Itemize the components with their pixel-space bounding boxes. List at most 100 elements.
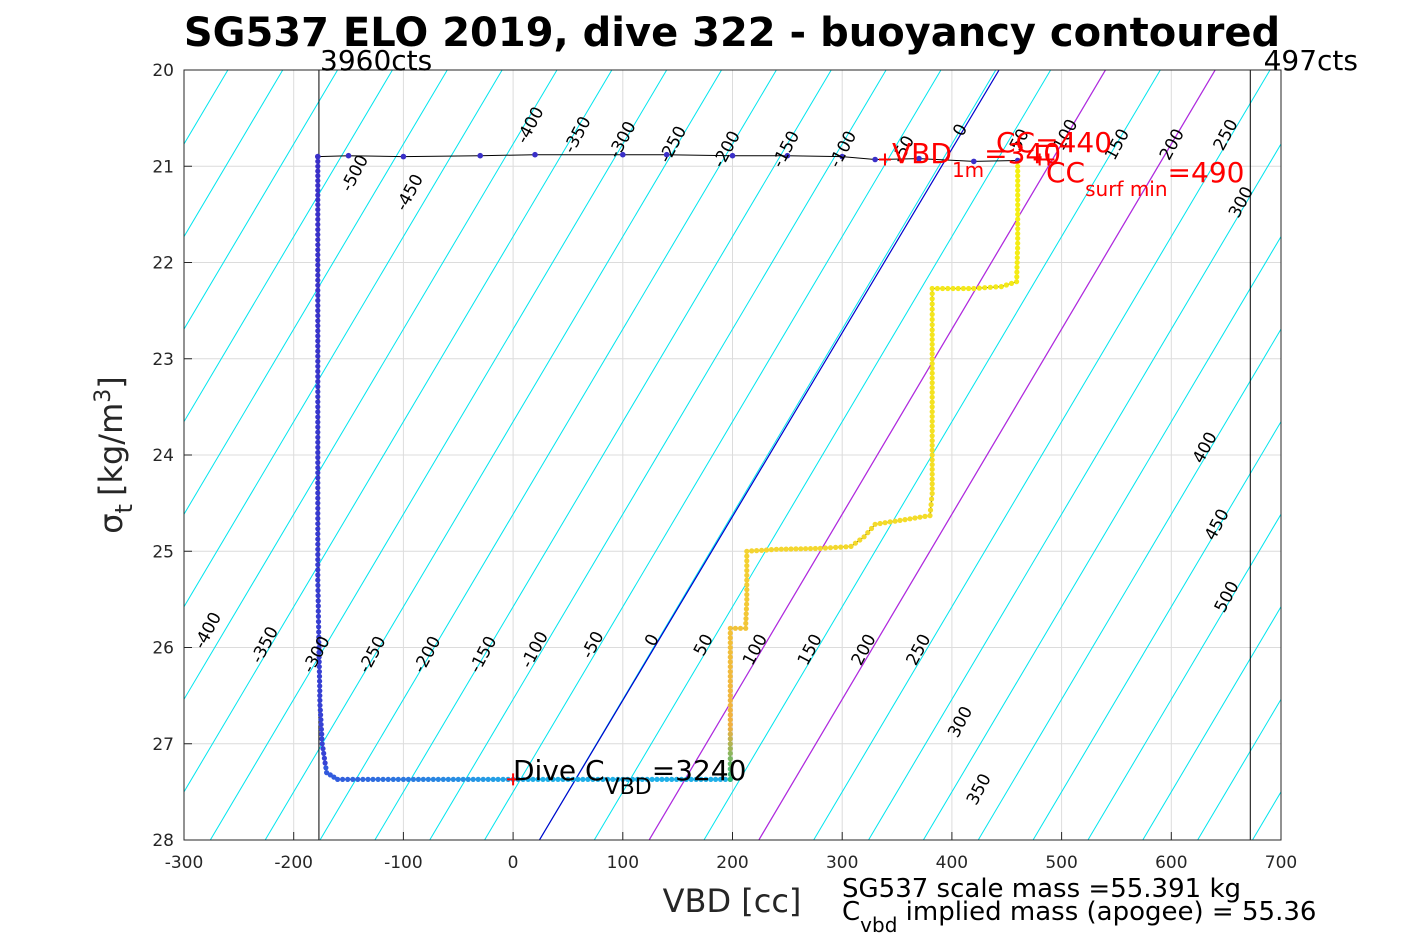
x-tick-label: 400 [936,853,968,873]
dive-point [315,394,321,400]
dive-point [615,776,621,783]
contour-line [319,70,777,840]
cc-surf-min-sub: surf min [1085,177,1167,201]
climb-point [912,515,918,521]
surface-point [1014,157,1021,164]
climb-point [922,513,928,520]
reference-line-purple-2 [758,70,1216,840]
dive-point [315,500,321,506]
dive-point [316,639,322,645]
dive-point [370,776,376,783]
x-tick-label: 500 [1045,853,1077,873]
climb-point [788,546,794,552]
dive-point [316,634,322,640]
climb-point [929,365,935,371]
cc-main: CC [996,126,1035,159]
climb-point [737,625,744,631]
dive-point [315,541,321,547]
cc-annotation: CC=440 [996,126,1112,159]
dive-point [316,654,322,660]
marker-vbd-1m [878,153,891,166]
contour-line [593,70,1052,840]
climb-point [987,284,993,290]
dive-point [315,338,321,344]
dive-point [315,603,321,609]
dive-point [659,776,665,783]
dive-point [315,237,321,243]
climb-point [743,606,750,612]
climb-point [727,673,733,680]
climb-point [1015,187,1021,193]
climb-point [744,572,750,578]
dive-point [315,485,321,491]
dive-point [455,776,461,783]
dive-point [693,776,699,783]
climb-point [929,476,935,482]
surface-point [872,156,878,163]
dive-point [570,776,576,783]
climb-point [727,654,733,660]
contour-line [0,70,173,840]
dive-point [318,726,324,732]
dive-point [315,292,321,298]
climb-point [1015,197,1021,203]
contour-line [0,70,63,840]
dive-point [315,384,321,390]
dive-point [420,776,426,783]
dive-point [688,776,694,783]
climb-point [998,284,1004,290]
dive-point [315,257,321,263]
dive-point [315,389,321,395]
implied-sub: vbd [860,913,897,937]
y-tick-label: 24 [152,446,174,466]
dive-point [315,363,321,369]
climb-point [727,683,733,689]
climb-point [743,611,749,617]
dive-point [355,776,361,783]
contour-line [184,70,339,331]
implied-mass-text: Cvbd implied mass (apogee) = 55.36 [842,897,1316,937]
dive-point [315,551,321,558]
climb-point [848,543,854,550]
dive-point [315,470,321,476]
climb-point [743,625,749,631]
contour-line [1142,605,1281,840]
dive-point [315,572,321,578]
dive-point [315,287,321,293]
dive-point [395,776,401,783]
climb-point [929,316,935,323]
dive-point [319,741,325,747]
x-axis-ticks: -300 -200 -100 0 100 200 300 400 500 600 700 [165,832,1297,873]
climb-point [727,635,733,641]
climb-point [929,389,935,395]
reference-line-blue [538,70,1000,840]
dive-point [315,521,321,527]
dive-point [315,577,321,583]
climb-point [1015,211,1021,217]
climb-point [1015,192,1021,198]
climb-point [727,712,733,718]
climb-point [1008,280,1015,286]
surface-point [729,152,736,159]
dive-point [683,776,689,783]
dive-point [639,776,645,783]
climb-point [1015,221,1021,227]
climb-point [929,409,935,415]
chart-title: SG537 ELO 2019, dive 322 - buoyancy cont… [184,10,1280,56]
climb-point [929,291,935,297]
dive-point [315,221,321,228]
climb-point [929,452,935,458]
surface-point [620,151,626,158]
climb-point [927,513,933,519]
climb-point [817,545,823,552]
y-tick-label: 25 [152,542,174,562]
climb-point [727,776,733,783]
dive-point [315,424,321,430]
dive-point [317,688,323,694]
dive-point [669,776,675,783]
dive-point [385,776,391,783]
dive-point [375,776,381,783]
dive-point [315,562,321,568]
contour-line [184,70,448,516]
